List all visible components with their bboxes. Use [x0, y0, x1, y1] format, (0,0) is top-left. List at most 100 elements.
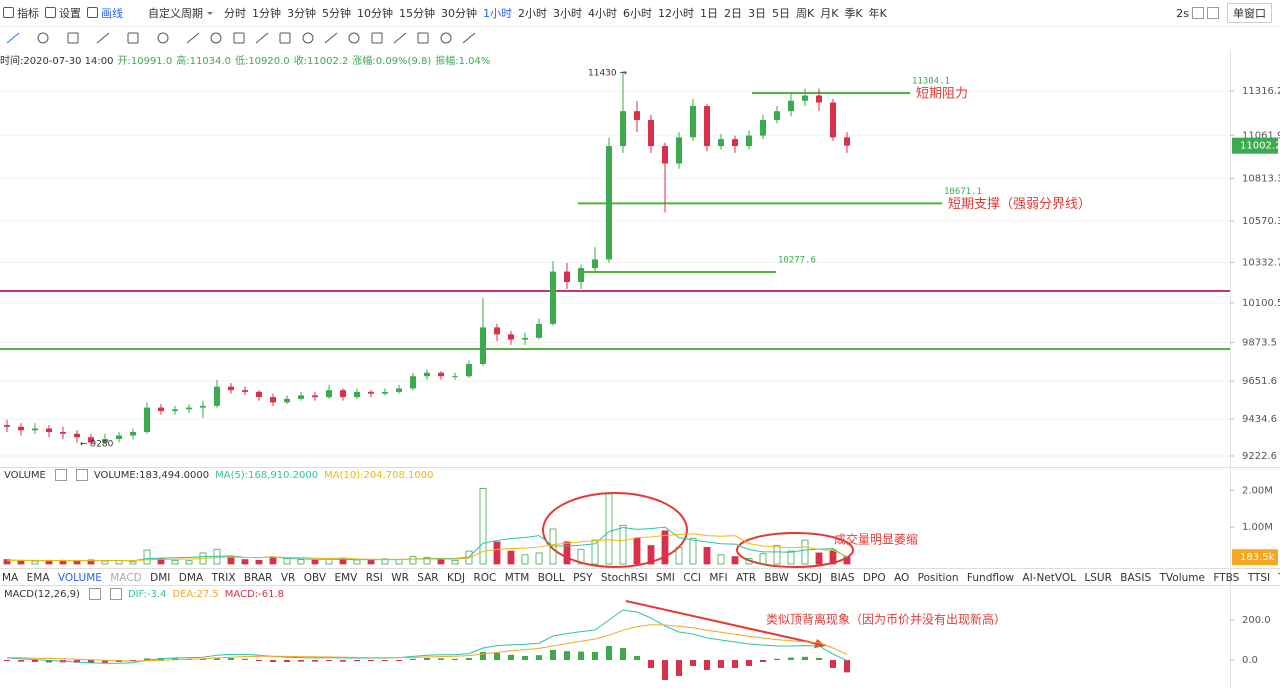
indicator-tab[interactable]: PSY: [573, 572, 593, 584]
indicator-tab[interactable]: MA: [2, 572, 19, 584]
settings-icon[interactable]: [54, 469, 67, 481]
toolbar-item[interactable]: 2小时: [518, 7, 547, 20]
toolbar-item[interactable]: 3分钟: [287, 7, 316, 20]
tool-icon[interactable]: [414, 30, 432, 46]
indicator-tab[interactable]: VOLUME: [57, 572, 102, 584]
indicator-tab[interactable]: TRIX: [211, 572, 236, 584]
toolbar-item[interactable]: 自定义周期: [148, 5, 213, 21]
fullscreen-icon[interactable]: [1192, 7, 1204, 19]
toolbar-item[interactable]: 5分钟: [322, 7, 351, 20]
indicator-tab[interactable]: AO: [893, 572, 910, 584]
toolbar-item[interactable]: 10分钟: [357, 7, 393, 20]
toolbar-item[interactable]: 6小时: [623, 7, 652, 20]
indicator-tab[interactable]: AI-NetVOL: [1022, 572, 1077, 584]
indicator-tab[interactable]: BIAS: [830, 572, 855, 584]
toolbar-item[interactable]: 3小时: [553, 7, 582, 20]
indicator-tab[interactable]: TVolume: [1159, 572, 1205, 584]
tool-icon[interactable]: [368, 30, 386, 46]
tool-icon[interactable]: [322, 30, 340, 46]
candle-body: [676, 137, 682, 164]
indicator-tab[interactable]: TTMU: [1279, 572, 1280, 584]
settings-icon[interactable]: [88, 588, 101, 600]
toolbar-item[interactable]: 12小时: [658, 7, 694, 20]
indicator-tab[interactable]: SMI: [655, 572, 675, 584]
indicator-tab[interactable]: LSUR: [1084, 572, 1112, 584]
toolbar-item[interactable]: 4小时: [588, 7, 617, 20]
toolbar-item[interactable]: 3日: [748, 7, 766, 20]
tool-icon[interactable]: [34, 30, 52, 46]
volume-bar: [563, 541, 571, 565]
indicator-tab[interactable]: RSI: [365, 572, 383, 584]
window-select[interactable]: 单窗口: [1227, 3, 1272, 23]
indicator-tab[interactable]: BOLL: [537, 572, 565, 584]
indicator-tab[interactable]: DPO: [862, 572, 886, 584]
tool-icon[interactable]: [230, 30, 248, 46]
indicator-tab[interactable]: OBV: [303, 572, 327, 584]
tool-icon[interactable]: [391, 30, 409, 46]
toolbar-item[interactable]: 30分钟: [441, 7, 477, 20]
tool-icon[interactable]: [94, 30, 112, 46]
layout-icon[interactable]: [1207, 7, 1219, 19]
indicator-tab[interactable]: BRAR: [243, 572, 273, 584]
indicator-tab[interactable]: KDJ: [447, 572, 466, 584]
indicator-tab[interactable]: StochRSI: [600, 572, 648, 584]
indicator-tab[interactable]: FTBS: [1213, 572, 1240, 584]
close-icon[interactable]: [109, 588, 122, 600]
tool-icon[interactable]: [207, 30, 225, 46]
toolbar-item[interactable]: 1日: [700, 7, 718, 20]
toolbar-item[interactable]: 月K: [820, 7, 839, 20]
indicator-tab[interactable]: BBW: [764, 572, 789, 584]
toolbar-item[interactable]: 设置: [45, 5, 81, 21]
indicator-tab[interactable]: ROC: [473, 572, 497, 584]
indicator-tab[interactable]: ATR: [735, 572, 757, 584]
volume-bar: [773, 545, 781, 565]
volume-bar: [493, 541, 501, 565]
tool-icon[interactable]: [460, 30, 478, 46]
tool-glyph: [417, 32, 429, 44]
tool-icon[interactable]: [184, 30, 202, 46]
toolbar-item[interactable]: 5日: [772, 7, 790, 20]
toolbar-item[interactable]: 指标: [3, 5, 39, 21]
indicator-tab[interactable]: VR: [280, 572, 296, 584]
tool-icon[interactable]: [253, 30, 271, 46]
indicator-tab[interactable]: MTM: [504, 572, 530, 584]
indicator-tab[interactable]: DMA: [178, 572, 204, 584]
toolbar-item[interactable]: 年K: [868, 7, 887, 20]
refresh-interval[interactable]: 2s: [1176, 6, 1189, 20]
tool-icon[interactable]: [299, 30, 317, 46]
tool-icon[interactable]: [64, 30, 82, 46]
indicator-tab[interactable]: BASIS: [1120, 572, 1152, 584]
toolbar-item[interactable]: 1小时: [483, 7, 512, 20]
toolbar-item[interactable]: 1分钟: [252, 7, 281, 20]
indicator-tab[interactable]: MACD: [110, 572, 142, 584]
indicator-tab[interactable]: EMA: [26, 572, 50, 584]
indicator-tab[interactable]: CCI: [683, 572, 701, 584]
indicator-tab[interactable]: WR: [391, 572, 409, 584]
close-icon[interactable]: [75, 469, 88, 481]
candle-body: [256, 391, 262, 398]
y-tick-label: 9651.6: [1242, 376, 1277, 387]
tool-icon[interactable]: [4, 30, 22, 46]
toolbar-item[interactable]: 周K: [796, 7, 815, 20]
toolbar-item[interactable]: 季K: [844, 7, 863, 20]
indicator-tab[interactable]: SAR: [417, 572, 439, 584]
indicator-tab[interactable]: TTSI: [1247, 572, 1271, 584]
indicator-tab[interactable]: Fundflow: [966, 572, 1014, 584]
candle-body: [536, 323, 542, 338]
tool-icon[interactable]: [345, 30, 363, 46]
tool-icon[interactable]: [154, 30, 172, 46]
indicator-tab[interactable]: Position: [917, 572, 959, 584]
indicator-tab[interactable]: EMV: [334, 572, 358, 584]
tool-icon[interactable]: [124, 30, 142, 46]
macd-bar: [172, 658, 178, 660]
tool-icon[interactable]: [276, 30, 294, 46]
toolbar-item[interactable]: 2日: [724, 7, 742, 20]
indicator-tab[interactable]: MFI: [709, 572, 728, 584]
indicator-tab[interactable]: DMI: [150, 572, 171, 584]
toolbar-item[interactable]: 画线: [87, 5, 123, 21]
toolbar-item[interactable]: 分时: [224, 7, 246, 20]
toolbar-item[interactable]: 15分钟: [399, 7, 435, 20]
tool-icon[interactable]: [437, 30, 455, 46]
indicator-tab[interactable]: SKDJ: [797, 572, 822, 584]
